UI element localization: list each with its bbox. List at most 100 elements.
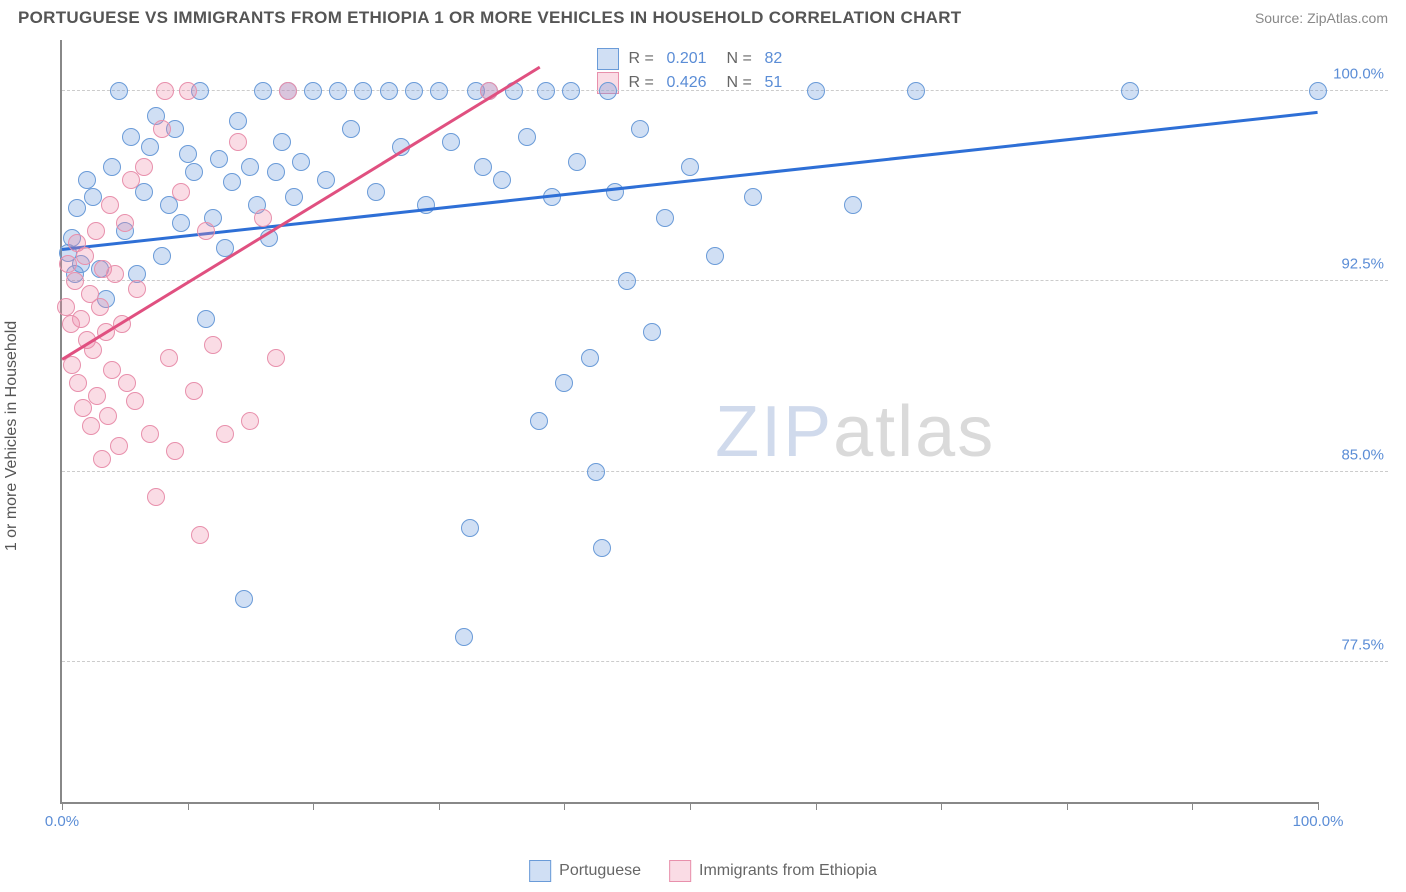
data-point	[74, 399, 92, 417]
data-point	[555, 374, 573, 392]
watermark-secondary: atlas	[833, 392, 995, 472]
data-point	[229, 112, 247, 130]
y-tick-label: 77.5%	[1341, 637, 1384, 654]
x-tick	[690, 802, 691, 810]
data-point	[329, 82, 347, 100]
data-point	[106, 265, 124, 283]
x-tick	[1067, 802, 1068, 810]
data-point	[156, 82, 174, 100]
data-point	[631, 120, 649, 138]
data-point	[907, 82, 925, 100]
data-point	[279, 82, 297, 100]
data-point	[587, 463, 605, 481]
data-point	[681, 158, 699, 176]
data-point	[82, 417, 100, 435]
data-point	[88, 387, 106, 405]
data-point	[166, 442, 184, 460]
data-point	[118, 374, 136, 392]
data-point	[1121, 82, 1139, 100]
x-tick	[941, 802, 942, 810]
data-point	[518, 128, 536, 146]
data-point	[76, 247, 94, 265]
data-point	[172, 214, 190, 232]
chart-title: PORTUGUESE VS IMMIGRANTS FROM ETHIOPIA 1…	[18, 8, 962, 28]
legend-r-value: 0.201	[667, 50, 717, 68]
data-point	[599, 82, 617, 100]
watermark-primary: ZIP	[715, 392, 833, 472]
plot-area: ZIPatlas R =0.201N =82R =0.426N =51 77.5…	[60, 40, 1318, 804]
data-point	[197, 310, 215, 328]
x-tick	[439, 802, 440, 810]
data-point	[147, 488, 165, 506]
data-point	[229, 133, 247, 151]
data-point	[267, 349, 285, 367]
chart-header: PORTUGUESE VS IMMIGRANTS FROM ETHIOPIA 1…	[0, 0, 1406, 32]
data-point	[91, 298, 109, 316]
data-point	[807, 82, 825, 100]
data-point	[380, 82, 398, 100]
x-tick	[1192, 802, 1193, 810]
data-point	[191, 526, 209, 544]
data-point	[367, 183, 385, 201]
data-point	[153, 247, 171, 265]
data-point	[405, 82, 423, 100]
data-point	[568, 153, 586, 171]
x-tick	[564, 802, 565, 810]
watermark: ZIPatlas	[715, 391, 995, 473]
data-point	[581, 349, 599, 367]
data-point	[103, 361, 121, 379]
gridline	[62, 280, 1388, 281]
data-point	[493, 171, 511, 189]
data-point	[241, 158, 259, 176]
data-point	[93, 450, 111, 468]
data-point	[643, 323, 661, 341]
data-point	[128, 280, 146, 298]
data-point	[455, 628, 473, 646]
data-point	[197, 222, 215, 240]
data-point	[87, 222, 105, 240]
x-tick-label: 0.0%	[45, 813, 79, 830]
y-tick-label: 85.0%	[1341, 446, 1384, 463]
plot-container: 1 or more Vehicles in Household ZIPatlas…	[48, 40, 1388, 832]
data-point	[461, 519, 479, 537]
data-point	[210, 150, 228, 168]
data-point	[160, 349, 178, 367]
data-point	[442, 133, 460, 151]
trend-line	[61, 66, 540, 360]
data-point	[317, 171, 335, 189]
series-legend: PortugueseImmigrants from Ethiopia	[529, 860, 877, 882]
legend-item: Portuguese	[529, 860, 641, 882]
data-point	[304, 82, 322, 100]
data-point	[254, 82, 272, 100]
legend-stat-row: R =0.426N =51	[597, 71, 815, 95]
data-point	[141, 138, 159, 156]
x-tick	[816, 802, 817, 810]
data-point	[126, 392, 144, 410]
gridline	[62, 661, 1388, 662]
data-point	[1309, 82, 1327, 100]
data-point	[354, 82, 372, 100]
data-point	[342, 120, 360, 138]
legend-r-label: R =	[629, 50, 657, 68]
data-point	[530, 412, 548, 430]
data-point	[593, 539, 611, 557]
data-point	[706, 247, 724, 265]
data-point	[68, 199, 86, 217]
data-point	[254, 209, 272, 227]
data-point	[153, 120, 171, 138]
data-point	[844, 196, 862, 214]
data-point	[292, 153, 310, 171]
data-point	[101, 196, 119, 214]
y-tick-label: 100.0%	[1333, 65, 1384, 82]
data-point	[172, 183, 190, 201]
x-tick	[188, 802, 189, 810]
legend-n-label: N =	[727, 50, 755, 68]
x-tick-label: 100.0%	[1293, 813, 1344, 830]
data-point	[59, 255, 77, 273]
y-tick-label: 92.5%	[1341, 256, 1384, 273]
data-point	[185, 163, 203, 181]
data-point	[110, 82, 128, 100]
x-tick	[62, 802, 63, 810]
data-point	[241, 412, 259, 430]
trend-line	[62, 111, 1318, 251]
